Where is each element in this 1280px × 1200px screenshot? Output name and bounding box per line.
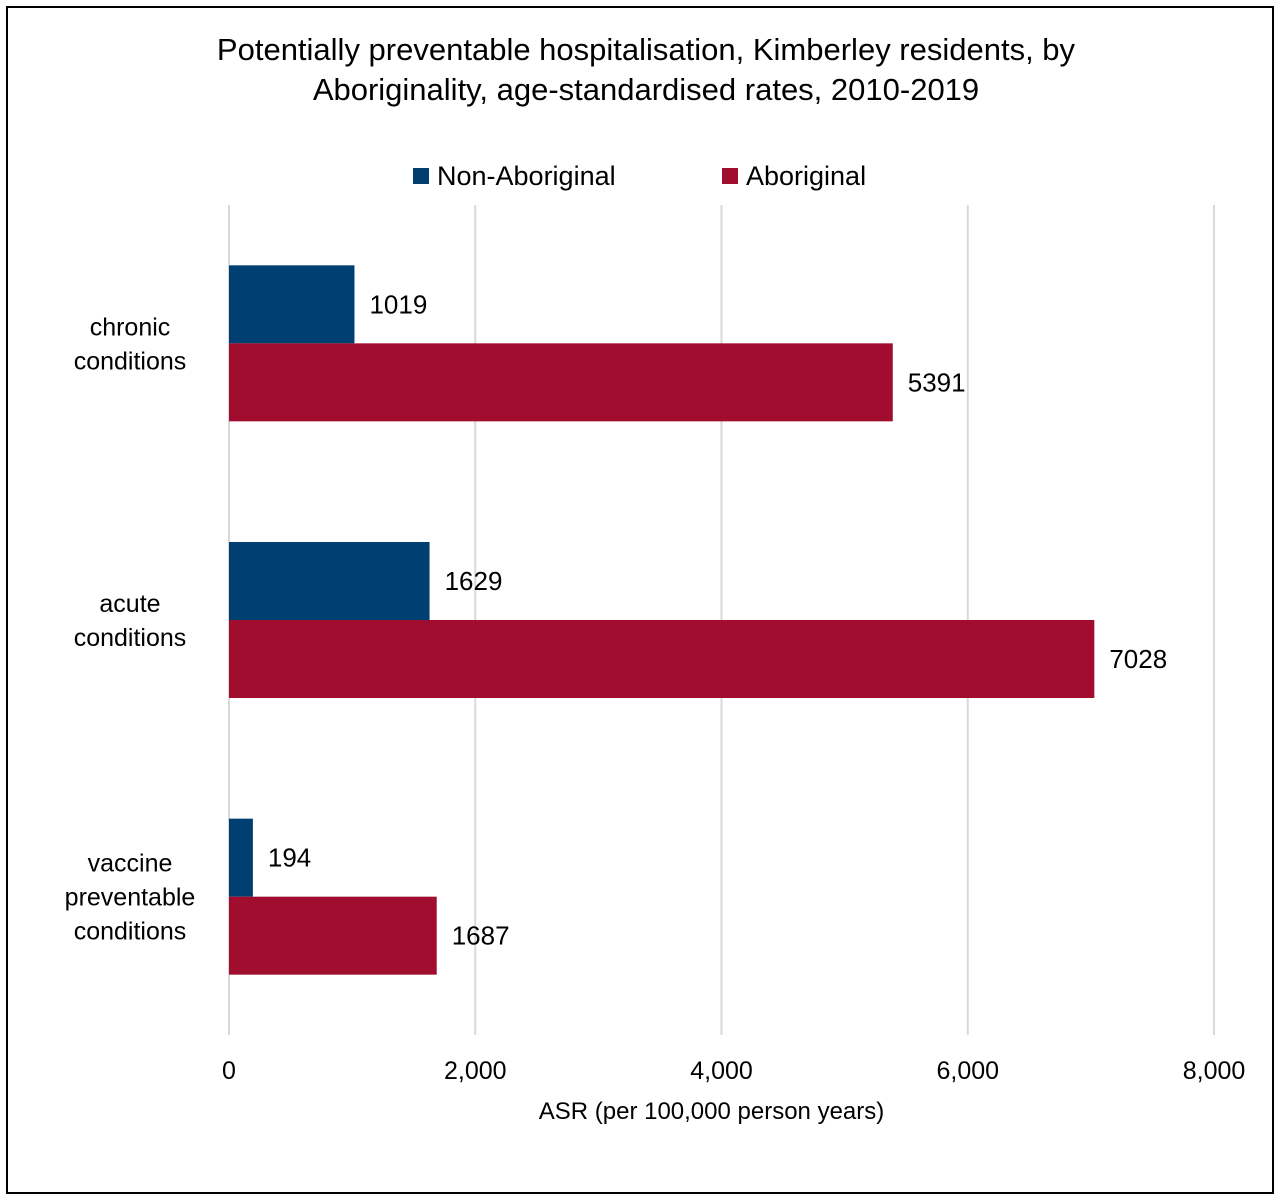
x-tick-label-4000: 4,000: [690, 1057, 753, 1085]
x-tick-label-0: 0: [222, 1057, 236, 1085]
category-label-vaccine-preventable-conditions: vaccine preventable conditions: [65, 850, 196, 946]
category-label-chronic-conditions: chronic conditions: [74, 313, 187, 375]
bar-labels: 1019 5391 1629 7028 194 1687: [268, 289, 1167, 950]
bar-label-aboriginal-chronic-conditions: 5391: [908, 367, 966, 397]
bar-non-aboriginal-acute-conditions: [229, 542, 430, 620]
legend-label: Non-Aboriginal: [437, 161, 616, 191]
bar-label-non-aboriginal-vaccine-preventable-conditions: 194: [268, 843, 311, 873]
legend-swatch: [413, 168, 429, 184]
x-axis-ticks: 0 2,000 4,000 6,000 8,000: [222, 1057, 1245, 1085]
x-tick-label-2000: 2,000: [444, 1057, 507, 1085]
bar-aboriginal-chronic-conditions: [229, 343, 893, 422]
legend-label: Aboriginal: [746, 161, 866, 191]
bars: [229, 265, 1095, 975]
chart-title-line-2: Aboriginality, age-standardised rates, 2…: [313, 72, 979, 107]
bar-label-non-aboriginal-chronic-conditions: 1019: [369, 289, 427, 319]
bar-label-aboriginal-vaccine-preventable-conditions: 1687: [452, 921, 510, 951]
legend: Non-Aboriginal Aboriginal: [413, 161, 866, 191]
x-tick-label-6000: 6,000: [936, 1057, 999, 1085]
chart-title-line-1: Potentially preventable hospitalisation,…: [217, 32, 1076, 67]
bar-aboriginal-vaccine-preventable-conditions: [229, 896, 437, 975]
bar-non-aboriginal-vaccine-preventable-conditions: [229, 818, 253, 897]
legend-item-aboriginal: Aboriginal: [722, 161, 866, 191]
legend-item-non-aboriginal: Non-Aboriginal: [413, 161, 616, 191]
bar-label-aboriginal-acute-conditions: 7028: [1109, 644, 1167, 674]
x-tick-label-8000: 8,000: [1183, 1057, 1246, 1085]
bar-label-non-aboriginal-acute-conditions: 1629: [445, 566, 503, 596]
chart-frame: [6, 6, 1274, 1194]
legend-swatch: [722, 168, 738, 184]
bar-non-aboriginal-chronic-conditions: [229, 265, 355, 344]
category-label-acute-conditions: acute conditions: [74, 590, 187, 652]
bar-aboriginal-acute-conditions: [229, 620, 1095, 698]
x-axis-title: ASR (per 100,000 person years): [539, 1098, 885, 1125]
chart-title: Potentially preventable hospitalisation,…: [217, 32, 1076, 107]
category-labels: chronic conditions acute conditions vaccine p…: [65, 313, 196, 945]
